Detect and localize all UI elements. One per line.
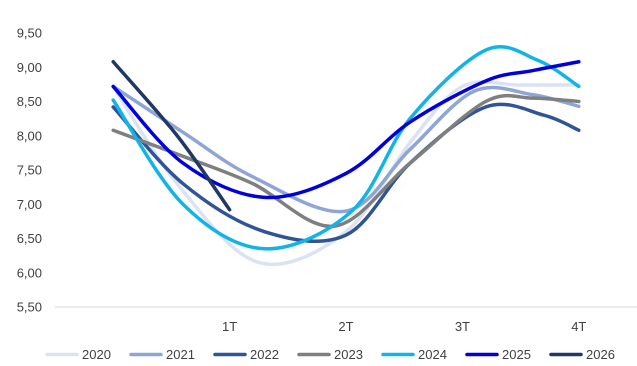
legend-label-2026: 2026	[586, 347, 615, 362]
series-line-2021	[111, 84, 581, 214]
series-line-2020	[111, 80, 581, 267]
x-tick-label: 1T	[222, 319, 237, 334]
y-tick-label: 9,50	[17, 26, 42, 41]
legend-label-2022: 2022	[250, 347, 279, 362]
series-lines	[111, 45, 581, 267]
x-tick-label: 3T	[455, 319, 470, 334]
y-axis-ticks: 5,50 6,00 6,50 7,00 7,50 8,00 8,50 9,00 9,50	[17, 26, 42, 315]
series-line-2022	[111, 102, 581, 244]
legend-label-2021: 2021	[166, 347, 195, 362]
y-tick-label: 6,50	[17, 231, 42, 246]
y-tick-label: 8,50	[17, 94, 42, 109]
y-tick-label: 7,50	[17, 163, 42, 178]
series-line-2023	[111, 93, 581, 228]
legend-label-2020: 2020	[82, 347, 111, 362]
legend-label-2024: 2024	[418, 347, 447, 362]
x-tick-label: 2T	[338, 319, 353, 334]
y-tick-label: 6,00	[17, 265, 42, 280]
legend-label-2023: 2023	[334, 347, 363, 362]
y-tick-label: 5,50	[17, 300, 42, 315]
series-line-2025	[111, 60, 581, 200]
x-tick-label: 4T	[571, 319, 586, 334]
legend: 2020 2021 2022 2023 2024 2025 2026	[45, 347, 615, 362]
series-line-2026	[111, 60, 232, 212]
legend-label-2025: 2025	[502, 347, 531, 362]
y-tick-label: 9,00	[17, 60, 42, 75]
y-tick-label: 8,00	[17, 128, 42, 143]
series-line-2024	[111, 45, 581, 251]
y-tick-label: 7,00	[17, 197, 42, 212]
x-axis-ticks: 1T 2T 3T 4T	[222, 319, 586, 334]
